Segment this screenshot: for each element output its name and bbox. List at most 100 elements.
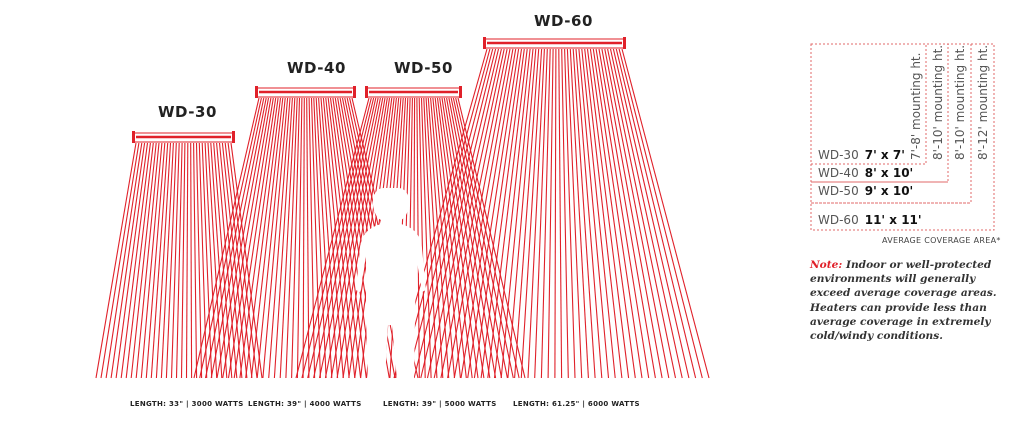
heat-ray [547, 48, 554, 379]
heat-ray [330, 97, 384, 379]
heat-ray [467, 48, 520, 379]
heat-ray [584, 48, 623, 379]
heat-ray [418, 97, 426, 379]
heat-rays-wd60 [393, 48, 710, 379]
heat-ray [262, 97, 289, 379]
mounting-height-wd30: 7'-8' mounting ht. [909, 52, 923, 160]
heat-ray [558, 48, 563, 379]
heat-ray [120, 142, 151, 379]
heat-ray [447, 48, 511, 379]
heater-bracket-right [353, 86, 356, 98]
heat-ray [527, 48, 545, 379]
heat-ray [457, 97, 526, 379]
heat-ray [426, 48, 502, 379]
person-silhouette [356, 188, 426, 380]
heater-bracket-left [255, 86, 258, 98]
heat-ray [204, 97, 265, 379]
heat-ray [193, 142, 198, 379]
heater-bracket-right [623, 37, 626, 49]
heat-ray [589, 48, 636, 379]
heat-ray [586, 48, 630, 379]
heater-spec-wd50: LENGTH: 39" | 5000 WATTS [383, 400, 497, 408]
heat-ray [324, 97, 381, 379]
heat-ray [561, 48, 569, 379]
heater-spec-wd60: LENGTH: 61.25" | 6000 WATTS [513, 400, 640, 408]
legend-row-wd60: WD-60 11' x 11' [818, 213, 922, 227]
heat-ray [621, 48, 710, 379]
legend-row-wd40: WD-40 8' x 10' [818, 166, 913, 180]
heat-ray [581, 48, 616, 379]
heater-title-wd50: WD-50 [394, 59, 453, 77]
heat-ray [443, 97, 491, 379]
heat-ray [566, 48, 583, 379]
mounting-height-wd40: 8'-10' mounting ht. [931, 44, 945, 160]
heater-spec-wd40: LENGTH: 39" | 4000 WATTS [248, 400, 362, 408]
heat-ray [473, 48, 523, 379]
heat-ray [233, 97, 277, 379]
heat-ray [540, 48, 551, 379]
heat-ray [150, 142, 169, 379]
legend-size: 8' x 10' [864, 166, 914, 180]
heat-ray [210, 97, 267, 379]
mounting-height-wd50: 8'-10' mounting ht. [953, 44, 967, 160]
mounting-height-wd60: 8'-12' mounting ht. [976, 44, 990, 160]
heat-ray [213, 142, 233, 379]
heat-ray [291, 97, 301, 379]
heat-ray [227, 97, 274, 379]
heat-ray [250, 97, 284, 379]
heater-bracket-right [459, 86, 462, 98]
heat-ray [432, 97, 461, 379]
heater-spec-wd30: LENGTH: 33" | 3000 WATTS [130, 400, 244, 408]
heat-ray [487, 48, 528, 379]
heat-ray [452, 97, 514, 379]
legend-row-wd30: WD-30 7' x 7' [818, 148, 905, 162]
heat-ray [493, 48, 531, 379]
heat-ray [170, 142, 180, 379]
heat-ray [514, 48, 540, 379]
heat-ray [601, 48, 663, 379]
legend-model: WD-50 [818, 184, 859, 198]
heat-ray [185, 142, 189, 379]
note-lead: Note: [810, 259, 843, 271]
heat-ray [110, 142, 146, 379]
heat-ray [301, 97, 372, 379]
heat-ray [448, 97, 503, 379]
heater-fixture-wd30 [132, 131, 235, 143]
heat-rays-wd30 [95, 142, 263, 379]
heat-ray [135, 142, 160, 379]
heat-ray [160, 142, 174, 379]
heat-ray [592, 48, 643, 379]
heat-ray [609, 48, 683, 379]
heat-ray [578, 48, 610, 379]
heat-ray [336, 97, 386, 379]
heat-ray [302, 97, 305, 379]
heat-ray [434, 97, 467, 379]
heat-ray [193, 97, 260, 379]
heat-ray [155, 142, 172, 379]
heat-ray [420, 97, 432, 379]
heat-ray [441, 97, 485, 379]
heat-ray [318, 97, 379, 379]
heater-fixture-wd60 [483, 37, 626, 49]
heat-ray [406, 48, 494, 379]
heat-ray [604, 48, 670, 379]
heater-fixture-wd40 [255, 86, 356, 98]
heat-ray [198, 142, 208, 379]
heat-ray [204, 142, 218, 379]
heat-rays-wd50 [295, 97, 526, 379]
heat-ray [615, 48, 697, 379]
heater-title-wd40: WD-40 [287, 59, 346, 77]
heater-title-wd60: WD-60 [534, 12, 593, 30]
heat-ray [413, 48, 497, 379]
heat-ray [199, 97, 262, 379]
heat-ray [436, 97, 473, 379]
heater-fixture-wd50 [365, 86, 462, 98]
legend-size: 9' x 10' [864, 184, 914, 198]
heat-ray [595, 48, 650, 379]
heat-ray [222, 97, 272, 379]
legend-row-wd50: WD-50 9' x 10' [818, 184, 913, 198]
heat-ray [425, 97, 444, 379]
heat-ray [239, 97, 279, 379]
